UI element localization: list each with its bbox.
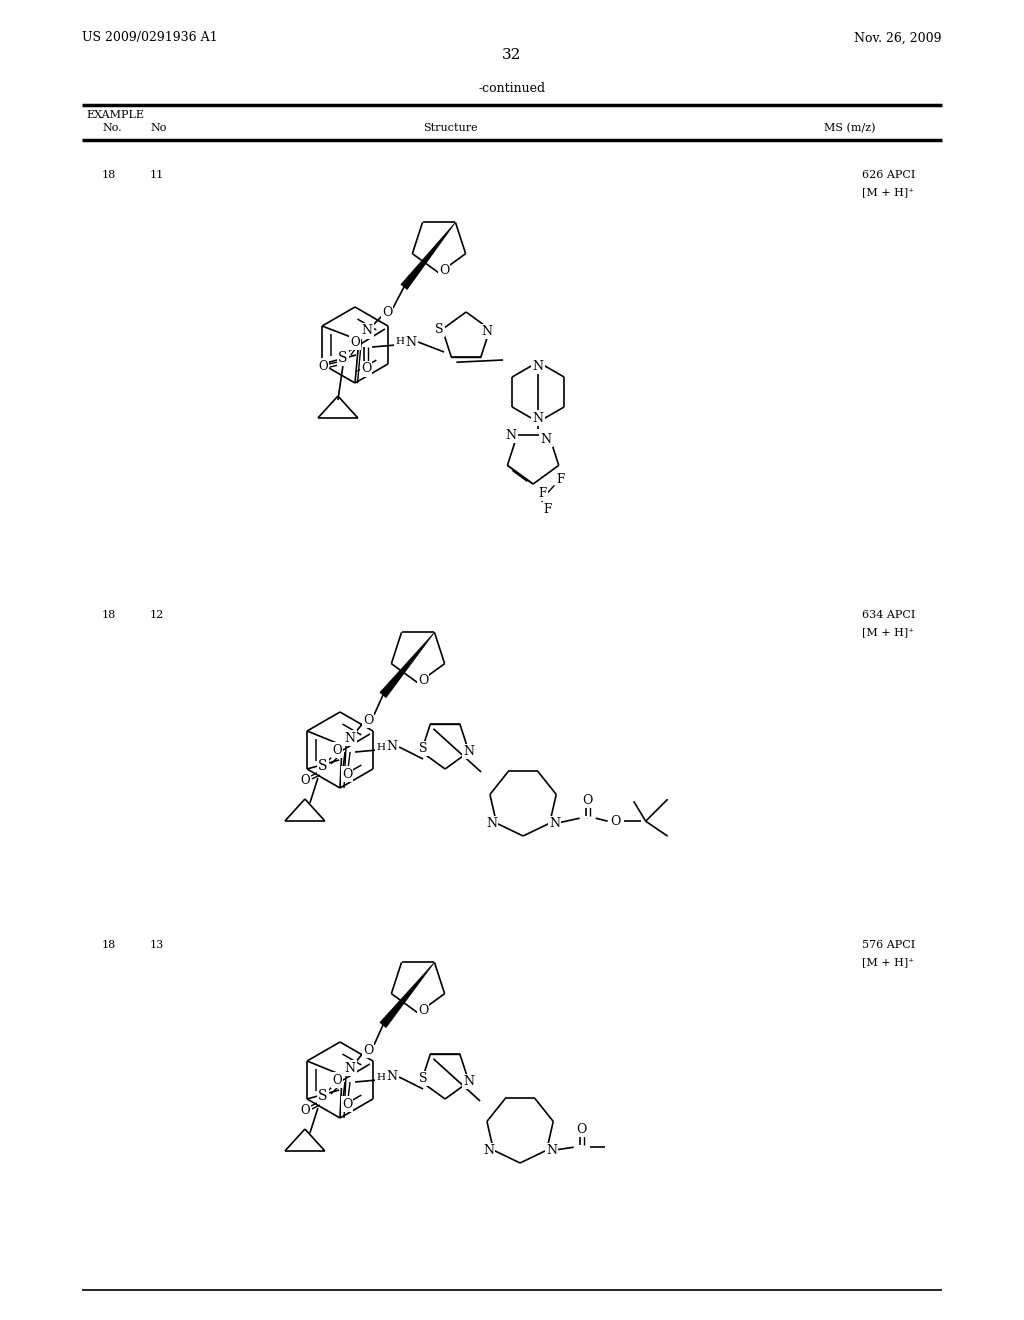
Text: [M + H]⁺: [M + H]⁺ <box>862 627 914 638</box>
Text: S: S <box>318 1089 328 1104</box>
Text: O: O <box>342 1097 352 1110</box>
Text: N: N <box>532 359 544 372</box>
Text: O: O <box>360 363 372 375</box>
Text: 12: 12 <box>150 610 164 620</box>
Text: F: F <box>539 487 547 500</box>
Text: S: S <box>318 759 328 774</box>
Text: 18: 18 <box>102 170 117 180</box>
Text: O: O <box>362 714 373 726</box>
Text: N: N <box>541 433 552 446</box>
Text: EXAMPLE: EXAMPLE <box>86 110 144 120</box>
Text: O: O <box>300 1104 309 1117</box>
Text: O: O <box>342 767 352 780</box>
Text: S: S <box>435 323 443 335</box>
Text: 576 APCI: 576 APCI <box>862 940 915 950</box>
Text: O: O <box>577 1123 587 1135</box>
Text: N: N <box>464 1076 474 1088</box>
Text: S: S <box>419 1072 428 1085</box>
Text: [M + H]⁺: [M + H]⁺ <box>862 957 914 968</box>
Polygon shape <box>380 632 434 697</box>
Text: 18: 18 <box>102 940 117 950</box>
Text: -continued: -continued <box>478 82 546 95</box>
Text: O: O <box>318 359 328 372</box>
Text: 13: 13 <box>150 940 164 950</box>
Text: O: O <box>418 673 428 686</box>
Text: S: S <box>419 742 428 755</box>
Text: N: N <box>506 429 517 442</box>
Text: 626 APCI: 626 APCI <box>862 170 915 180</box>
Text: N: N <box>464 746 474 758</box>
Text: O: O <box>332 1073 342 1086</box>
Text: O: O <box>350 335 359 348</box>
Text: 18: 18 <box>102 610 117 620</box>
Text: N: N <box>387 741 397 754</box>
Text: N: N <box>344 731 355 744</box>
Text: Nov. 26, 2009: Nov. 26, 2009 <box>854 32 942 45</box>
Text: F: F <box>556 473 564 486</box>
Polygon shape <box>380 962 434 1027</box>
Text: Structure: Structure <box>423 123 477 133</box>
Text: O: O <box>439 264 450 276</box>
Polygon shape <box>400 222 456 289</box>
Text: N: N <box>387 1071 397 1084</box>
Text: O: O <box>583 793 593 807</box>
Text: O: O <box>382 306 392 319</box>
Text: O: O <box>300 774 309 787</box>
Text: 32: 32 <box>503 48 521 62</box>
Text: H: H <box>376 1072 385 1081</box>
Text: F: F <box>544 503 552 516</box>
Text: O: O <box>610 814 621 828</box>
Text: MS (m/z): MS (m/z) <box>823 123 874 133</box>
Text: [M + H]⁺: [M + H]⁺ <box>862 187 914 197</box>
Text: 11: 11 <box>150 170 164 180</box>
Text: H: H <box>395 338 404 346</box>
Text: N: N <box>486 817 497 830</box>
Text: N: N <box>549 817 560 830</box>
Text: S: S <box>338 351 348 366</box>
Text: No.: No. <box>102 123 122 133</box>
Text: O: O <box>362 1044 373 1056</box>
Text: US 2009/0291936 A1: US 2009/0291936 A1 <box>82 32 218 45</box>
Text: 634 APCI: 634 APCI <box>862 610 915 620</box>
Text: N: N <box>532 412 544 425</box>
Text: N: N <box>406 335 417 348</box>
Text: N: N <box>483 1143 494 1156</box>
Text: O: O <box>418 1003 428 1016</box>
Text: O: O <box>332 743 342 756</box>
Text: N: N <box>481 325 493 338</box>
Text: H: H <box>376 742 385 751</box>
Text: N: N <box>546 1143 557 1156</box>
Text: No: No <box>150 123 166 133</box>
Text: N: N <box>344 1061 355 1074</box>
Text: N: N <box>361 325 373 338</box>
